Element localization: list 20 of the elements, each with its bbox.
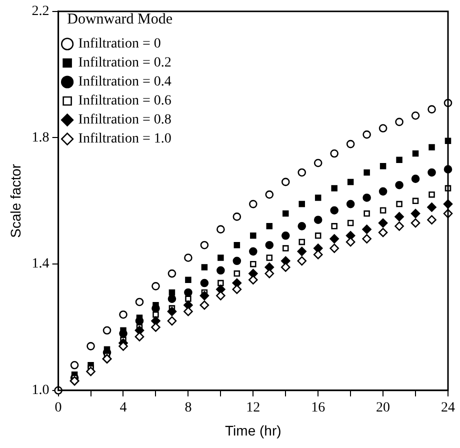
x-axis-title: Time (hr) xyxy=(225,422,282,438)
x-tick-label: 24 xyxy=(441,400,455,416)
legend-label: Infiltration = 1.0 xyxy=(78,132,172,147)
legend-label: Infiltration = 0.8 xyxy=(78,112,172,128)
x-tick-label: 4 xyxy=(120,400,127,416)
x-tick-label: 20 xyxy=(376,400,390,416)
y-axis-title: Scale factor xyxy=(7,164,24,238)
legend-label: Infiltration = 0.6 xyxy=(78,94,172,109)
x-tick-label: 12 xyxy=(246,400,260,416)
x-tick-label: 0 xyxy=(54,400,62,416)
legend-label: Infiltration = 0.4 xyxy=(78,74,172,90)
y-tick-label: 1.8 xyxy=(32,130,50,146)
y-tick-label: 1.0 xyxy=(32,383,50,398)
y-tick-label: 2.2 xyxy=(32,4,50,20)
x-tick-label: 16 xyxy=(311,400,326,416)
y-tick-label: 1.4 xyxy=(32,256,50,272)
legend-label: Infiltration = 0.2 xyxy=(78,56,172,71)
legend-title: Downward Mode xyxy=(67,11,173,28)
x-tick-label: 8 xyxy=(184,400,192,416)
legend-label: Infiltration = 0 xyxy=(78,36,161,52)
